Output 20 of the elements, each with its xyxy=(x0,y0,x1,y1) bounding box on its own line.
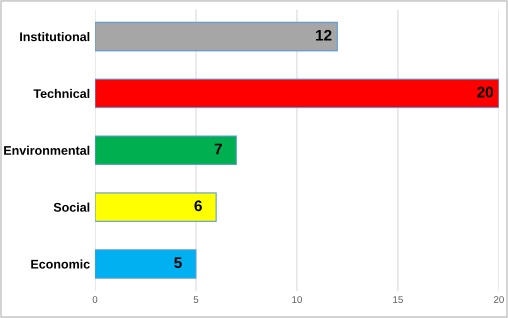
data-label: 12 xyxy=(316,30,332,40)
x-tick-label: 0 xyxy=(92,296,98,303)
bar xyxy=(94,22,338,52)
y-tick-label: Institutional xyxy=(20,32,90,42)
x-tick-label: 10 xyxy=(292,296,302,303)
bar xyxy=(94,135,237,166)
data-label: 20 xyxy=(477,86,493,98)
y-tick-label: Social xyxy=(54,202,90,212)
y-tick-label: Economic xyxy=(31,259,90,269)
x-tick-label: 20 xyxy=(494,296,504,303)
bar xyxy=(94,78,499,108)
data-label: 7 xyxy=(214,144,222,154)
bar xyxy=(94,192,217,222)
x-tick-label: 15 xyxy=(393,296,403,303)
data-label: 6 xyxy=(194,200,202,212)
y-tick-label: Environmental xyxy=(4,146,90,155)
x-tick-label: 5 xyxy=(194,296,198,303)
data-label: 5 xyxy=(174,257,182,268)
y-tick-label: Technical xyxy=(34,88,90,98)
bar xyxy=(94,249,197,279)
